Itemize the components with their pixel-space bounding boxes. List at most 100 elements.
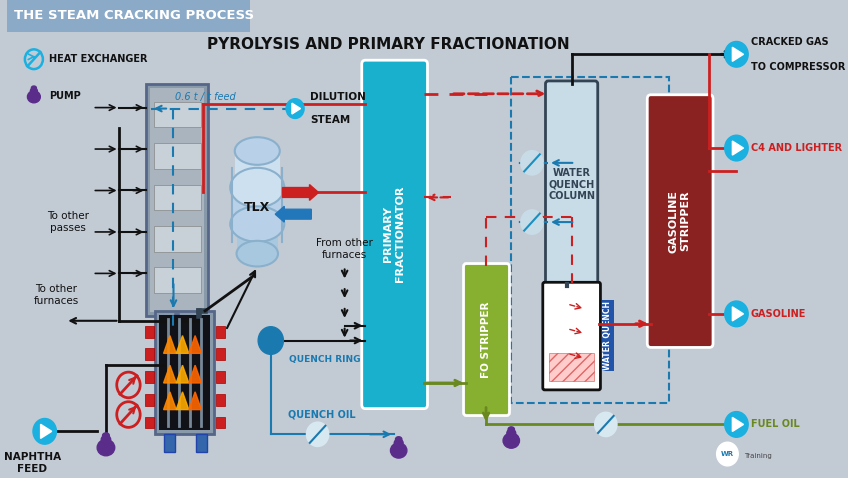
Polygon shape: [189, 336, 202, 353]
Ellipse shape: [237, 241, 278, 267]
Circle shape: [725, 42, 748, 67]
Circle shape: [725, 301, 748, 326]
Text: TLX: TLX: [244, 201, 271, 214]
FancyBboxPatch shape: [153, 102, 200, 127]
FancyBboxPatch shape: [232, 187, 282, 224]
Circle shape: [522, 210, 543, 234]
FancyBboxPatch shape: [216, 371, 225, 383]
FancyBboxPatch shape: [145, 371, 153, 383]
FancyBboxPatch shape: [159, 315, 210, 430]
Polygon shape: [292, 103, 300, 114]
Circle shape: [258, 326, 283, 354]
Circle shape: [717, 442, 739, 466]
Ellipse shape: [31, 88, 37, 94]
Polygon shape: [164, 365, 176, 383]
FancyBboxPatch shape: [647, 95, 713, 348]
Text: STEAM: STEAM: [310, 116, 351, 126]
Polygon shape: [189, 365, 202, 383]
Circle shape: [725, 412, 748, 437]
Ellipse shape: [31, 86, 36, 90]
FancyArrow shape: [276, 206, 311, 222]
Text: WATER QUENCH: WATER QUENCH: [603, 301, 612, 370]
FancyBboxPatch shape: [153, 185, 200, 210]
Polygon shape: [176, 392, 189, 410]
Polygon shape: [164, 392, 176, 410]
Circle shape: [307, 423, 328, 446]
FancyBboxPatch shape: [153, 143, 200, 169]
FancyBboxPatch shape: [235, 151, 280, 187]
Text: GASOLINE: GASOLINE: [750, 309, 806, 319]
FancyBboxPatch shape: [150, 88, 204, 312]
Polygon shape: [41, 424, 52, 438]
Ellipse shape: [394, 439, 403, 446]
FancyBboxPatch shape: [153, 268, 200, 293]
Text: WR: WR: [721, 451, 734, 457]
FancyBboxPatch shape: [543, 282, 600, 390]
Ellipse shape: [98, 439, 114, 456]
FancyBboxPatch shape: [216, 416, 225, 428]
Text: To other
passes: To other passes: [47, 211, 89, 233]
FancyArrow shape: [282, 185, 319, 200]
FancyBboxPatch shape: [7, 0, 250, 32]
Text: Training: Training: [744, 453, 772, 459]
Polygon shape: [176, 365, 189, 383]
Text: To other
furnaces: To other furnaces: [34, 284, 79, 306]
FancyBboxPatch shape: [153, 226, 200, 252]
FancyBboxPatch shape: [155, 311, 214, 435]
Text: From other
furnaces: From other furnaces: [316, 238, 373, 260]
Text: QUENCH OIL: QUENCH OIL: [288, 410, 356, 420]
Polygon shape: [733, 141, 744, 155]
Ellipse shape: [101, 435, 111, 444]
FancyBboxPatch shape: [216, 326, 225, 337]
Ellipse shape: [395, 437, 402, 442]
Polygon shape: [189, 392, 202, 410]
Ellipse shape: [508, 427, 515, 432]
FancyBboxPatch shape: [196, 435, 207, 452]
Circle shape: [725, 135, 748, 161]
Text: QUENCH RING: QUENCH RING: [289, 355, 360, 364]
Circle shape: [522, 151, 543, 174]
Ellipse shape: [507, 429, 516, 437]
Text: WATER
QUENCH
COLUMN: WATER QUENCH COLUMN: [548, 168, 595, 201]
Circle shape: [595, 413, 616, 436]
FancyBboxPatch shape: [550, 353, 594, 381]
Polygon shape: [176, 336, 189, 353]
Ellipse shape: [27, 91, 41, 103]
Text: DILUTION: DILUTION: [310, 92, 366, 102]
FancyBboxPatch shape: [145, 394, 153, 406]
Text: GASOLINE
STRIPPER: GASOLINE STRIPPER: [669, 190, 690, 252]
Ellipse shape: [103, 433, 109, 438]
Text: THE STEAM CRACKING PROCESS: THE STEAM CRACKING PROCESS: [14, 9, 254, 22]
Ellipse shape: [390, 443, 407, 458]
FancyBboxPatch shape: [237, 224, 278, 254]
FancyBboxPatch shape: [165, 435, 176, 452]
Text: 0.6 t / t feed: 0.6 t / t feed: [175, 92, 236, 102]
Ellipse shape: [503, 433, 520, 448]
Text: FUEL OIL: FUEL OIL: [750, 419, 800, 429]
Ellipse shape: [235, 137, 280, 165]
Polygon shape: [164, 336, 176, 353]
Text: CRACKED GAS: CRACKED GAS: [750, 37, 828, 47]
FancyBboxPatch shape: [145, 326, 153, 337]
FancyBboxPatch shape: [145, 348, 153, 360]
FancyBboxPatch shape: [145, 416, 153, 428]
Polygon shape: [733, 307, 744, 321]
Circle shape: [286, 98, 304, 119]
Text: PRIMARY
FRACTIONATOR: PRIMARY FRACTIONATOR: [383, 185, 405, 282]
FancyBboxPatch shape: [545, 81, 598, 289]
Circle shape: [33, 419, 57, 444]
FancyBboxPatch shape: [464, 263, 510, 415]
Text: HEAT EXCHANGER: HEAT EXCHANGER: [49, 54, 148, 64]
Ellipse shape: [231, 206, 284, 242]
Text: TO COMPRESSOR: TO COMPRESSOR: [750, 62, 845, 72]
Text: NAPHTHA
FEED: NAPHTHA FEED: [3, 452, 61, 474]
Polygon shape: [733, 47, 744, 61]
Ellipse shape: [231, 168, 284, 207]
Polygon shape: [733, 417, 744, 432]
Text: FO STRIPPER: FO STRIPPER: [481, 301, 491, 378]
Text: PYROLYSIS AND PRIMARY FRACTIONATION: PYROLYSIS AND PRIMARY FRACTIONATION: [208, 37, 570, 52]
Text: C4 AND LIGHTER: C4 AND LIGHTER: [750, 143, 842, 153]
FancyBboxPatch shape: [216, 348, 225, 360]
FancyBboxPatch shape: [216, 394, 225, 406]
FancyBboxPatch shape: [147, 84, 208, 316]
